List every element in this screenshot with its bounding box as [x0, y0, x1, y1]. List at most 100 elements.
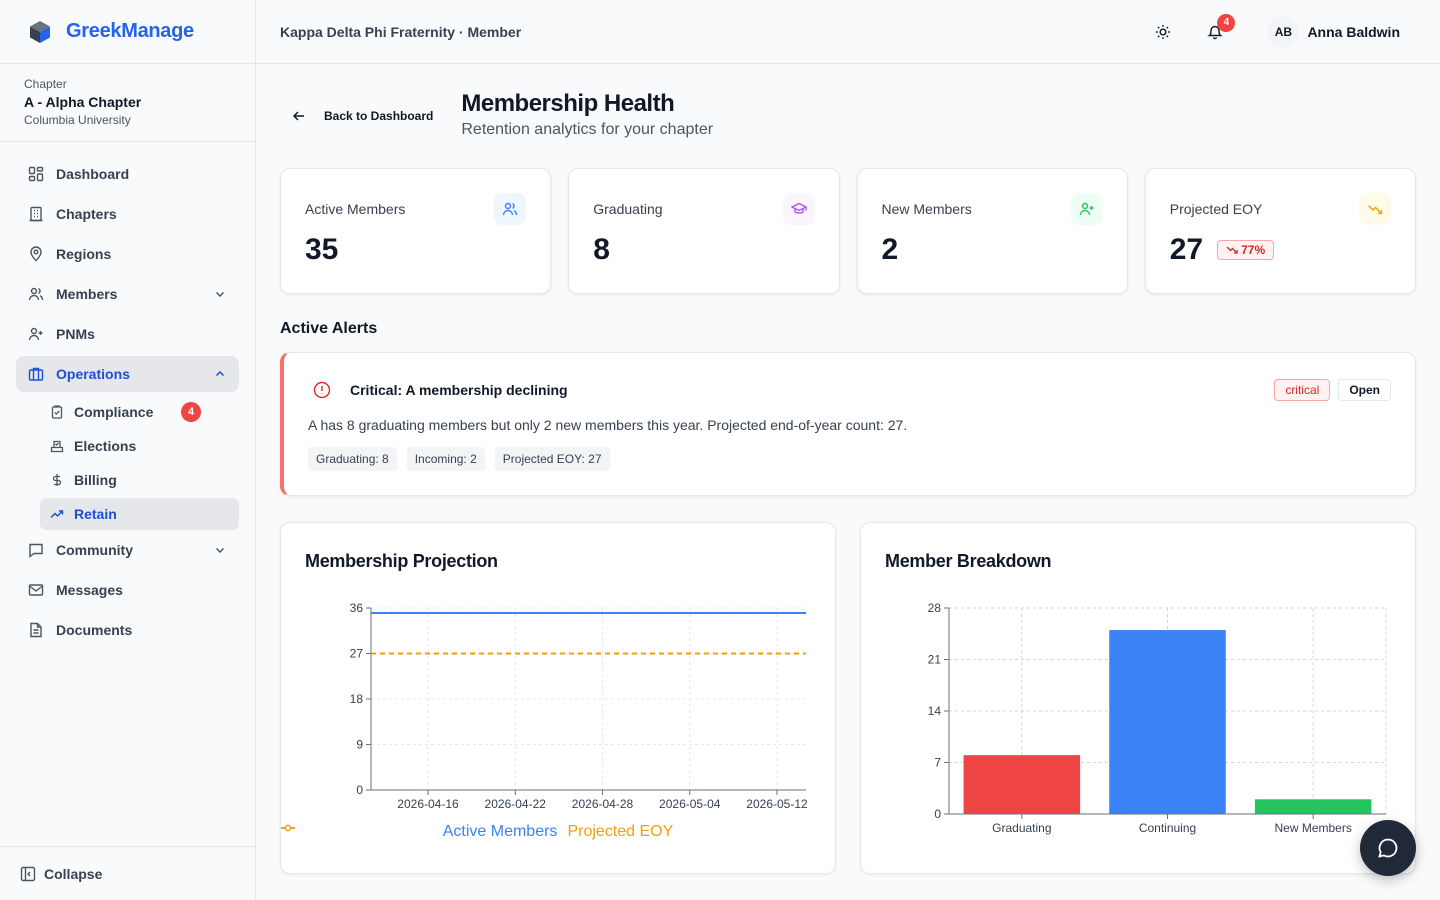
legend-item[interactable]: Projected EOY: [281, 823, 674, 841]
sidebar-item-label: Messages: [56, 582, 123, 598]
sidebar-item-regions[interactable]: Regions: [16, 236, 239, 272]
alert-chip: Graduating: 8: [308, 447, 397, 471]
panel-left-icon: [20, 866, 36, 882]
x-tick-label: Continuing: [1139, 821, 1196, 835]
stat-card-graduating: Graduating 8: [568, 168, 840, 294]
x-tick-label: 2026-05-12: [746, 797, 808, 811]
member-breakdown-card: Member Breakdown 0 7 14 21 28 Graduating Conti…: [860, 522, 1416, 874]
status-badge[interactable]: Open: [1338, 379, 1391, 401]
sidebar-item-documents[interactable]: Documents: [16, 612, 239, 648]
sidebar: GreekManage Chapter A - Alpha Chapter Co…: [0, 0, 256, 900]
sidebar-item-label: Community: [56, 542, 133, 558]
x-tick-label: 2026-05-04: [659, 797, 721, 811]
file-text-icon: [28, 622, 44, 638]
chart-title: Member Breakdown: [885, 551, 1052, 571]
users-icon: [28, 286, 44, 302]
trending-up-icon: [50, 507, 64, 521]
user-name: Anna Baldwin: [1307, 23, 1400, 40]
sidebar-item-messages[interactable]: Messages: [16, 572, 239, 608]
notifications-button[interactable]: 4: [1201, 13, 1236, 46]
user-menu[interactable]: AB Anna Baldwin: [1267, 15, 1400, 48]
sidebar-item-label: Documents: [56, 622, 133, 638]
brand-name: GreekManage: [66, 20, 194, 42]
collapse-sidebar-button[interactable]: Collapse: [0, 846, 255, 900]
sidebar-item-label: Regions: [56, 246, 112, 262]
sidebar-item-pnms[interactable]: PNMs: [16, 316, 239, 352]
severity-badge: critical: [1274, 379, 1331, 401]
page-subtitle: Retention analytics for your chapter: [461, 121, 714, 138]
chapter-selector[interactable]: Chapter A - Alpha Chapter Columbia Unive…: [0, 64, 255, 142]
stat-label: New Members: [881, 201, 972, 217]
header-actions: 4 AB Anna Baldwin: [1125, 13, 1416, 48]
y-tick-label: 14: [928, 704, 942, 718]
trending-down-icon: [1226, 246, 1238, 254]
sidebar-item-billing[interactable]: Billing: [40, 464, 239, 496]
x-tick-label: 2026-04-16: [397, 797, 459, 811]
sidebar-item-label: Chapters: [56, 206, 117, 222]
alert-chip: Projected EOY: 27: [494, 447, 610, 471]
trend-value: 77%: [1241, 243, 1266, 257]
mail-icon: [28, 582, 44, 598]
legend-item[interactable]: Active Members: [281, 823, 558, 841]
grid-icon: [28, 166, 44, 182]
top-header: Kappa Delta Phi Fraternity · Member 4 AB…: [256, 0, 1440, 64]
sidebar-item-members[interactable]: Members: [16, 276, 239, 312]
x-tick-label: 2026-04-28: [572, 797, 634, 811]
charts-row: Membership Projection 0 9 18 27 36 2026-04-16…: [280, 522, 1416, 874]
membership-projection-card: Membership Projection 0 9 18 27 36 2026-04-16…: [280, 522, 836, 874]
sidebar-item-community[interactable]: Community: [16, 532, 239, 568]
main-content: Back to Dashboard Membership Health Rete…: [280, 64, 1416, 874]
chevron-down-icon: [213, 287, 227, 301]
clipboard-check-icon: [50, 405, 64, 419]
bar: [1109, 630, 1226, 814]
legend-line-icon: [281, 824, 295, 832]
ballot-box-icon: [50, 439, 64, 453]
graduation-cap-icon: [782, 193, 815, 225]
chapter-name: A - Alpha Chapter: [24, 94, 142, 110]
page-title: Membership Health: [461, 90, 675, 117]
sidebar-item-dashboard[interactable]: Dashboard: [16, 156, 239, 192]
collapse-label: Collapse: [44, 865, 103, 882]
line-chart: 0 9 18 27 36 2026-04-16 2026-04-22 2026-04-28 20…: [350, 601, 808, 811]
legend-label: Active Members: [442, 823, 558, 840]
alert-circle-icon: [312, 380, 332, 400]
alert-chip: Incoming: 2: [406, 447, 485, 471]
chevron-down-icon: [213, 543, 227, 557]
stat-card-new-members: New Members 2: [856, 168, 1128, 294]
back-to-dashboard-button[interactable]: Back to Dashboard: [292, 109, 433, 123]
sidebar-item-compliance[interactable]: Compliance 4: [40, 396, 239, 428]
brand[interactable]: GreekManage: [0, 0, 255, 64]
sidebar-item-elections[interactable]: Elections: [40, 430, 239, 462]
sidebar-item-label: Billing: [74, 472, 117, 488]
stat-label: Projected EOY: [1169, 201, 1263, 217]
stat-label: Active Members: [305, 201, 406, 217]
chart-title: Membership Projection: [305, 551, 498, 571]
y-tick-label: 0: [356, 783, 363, 797]
sidebar-item-label: PNMs: [56, 326, 95, 342]
message-square-icon: [28, 542, 44, 558]
alert-title: Critical: A membership declining: [350, 382, 568, 398]
sidebar-item-label: Dashboard: [56, 166, 130, 182]
sidebar-item-label: Compliance: [74, 404, 154, 420]
chat-button[interactable]: [1360, 820, 1416, 876]
breadcrumb: Kappa Delta Phi Fraternity · Member: [280, 23, 522, 40]
avatar: AB: [1267, 15, 1300, 48]
y-tick-label: 36: [350, 601, 364, 615]
x-tick-label: Graduating: [992, 821, 1051, 835]
sidebar-item-chapters[interactable]: Chapters: [16, 196, 239, 232]
dollar-icon: [50, 473, 64, 487]
theme-toggle-button[interactable]: [1149, 18, 1177, 46]
arrow-left-icon: [292, 109, 306, 123]
alerts-section-title: Active Alerts: [280, 320, 378, 337]
legend-label: Projected EOY: [567, 823, 674, 840]
sidebar-item-label: Retain: [74, 506, 117, 522]
sidebar-nav: Dashboard Chapters Regions Members PNMs …: [0, 142, 255, 666]
y-tick-label: 0: [934, 807, 941, 821]
sidebar-item-operations[interactable]: Operations: [16, 356, 239, 392]
stat-value: 2: [881, 233, 899, 266]
sidebar-item-retain[interactable]: Retain: [40, 498, 239, 530]
sidebar-item-label: Members: [56, 286, 118, 302]
page-heading: Membership Health Retention analytics fo…: [461, 90, 713, 142]
stat-value: 27: [1169, 233, 1204, 266]
y-tick-label: 18: [350, 692, 364, 706]
